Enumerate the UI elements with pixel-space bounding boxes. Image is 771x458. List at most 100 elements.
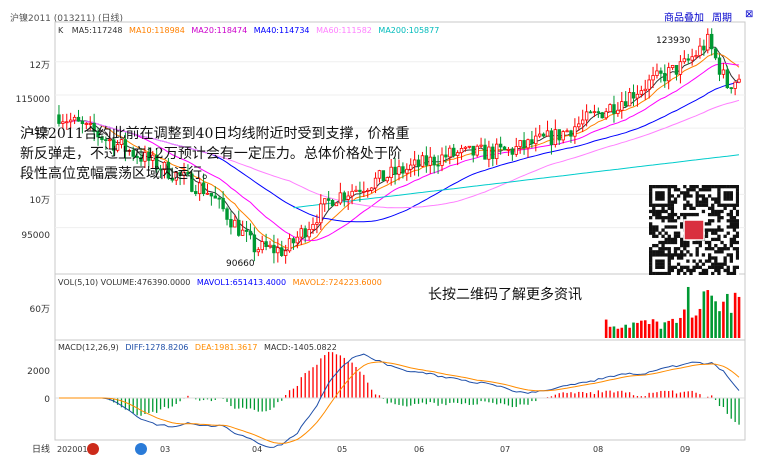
candle <box>225 208 229 220</box>
candle <box>659 70 663 74</box>
qr-module <box>680 191 684 195</box>
candle <box>581 119 585 125</box>
candle <box>57 114 61 124</box>
candle <box>455 152 460 156</box>
qr-module <box>695 200 699 204</box>
apple-icon[interactable] <box>87 443 99 455</box>
qr-module <box>689 268 693 273</box>
qr-module <box>661 271 665 276</box>
ma60-legend: MA60:111582 <box>316 26 372 35</box>
qr-module <box>661 234 665 238</box>
macd-tick: 0 <box>44 395 50 405</box>
qr-code[interactable] <box>649 185 740 276</box>
volume-bar <box>679 317 682 338</box>
qr-module <box>729 237 733 242</box>
qr-module <box>735 194 740 198</box>
qr-module <box>649 259 653 263</box>
candle <box>405 168 409 174</box>
qr-module <box>714 250 718 254</box>
volume-bar <box>733 292 737 338</box>
qr-module <box>732 219 737 223</box>
candle <box>240 229 245 236</box>
volume-bar <box>620 327 624 338</box>
qr-module <box>655 194 659 198</box>
qr-module <box>667 240 671 245</box>
e-logo-icon[interactable] <box>135 443 147 455</box>
qr-module <box>649 228 653 232</box>
qr-module <box>655 259 659 263</box>
qr-module <box>655 212 659 217</box>
qr-module <box>714 231 718 235</box>
qr-module <box>704 200 709 204</box>
commodity-overlay-link[interactable]: 商品叠加 <box>664 13 704 24</box>
qr-module <box>670 209 675 214</box>
qr-module <box>689 185 693 189</box>
qr-module <box>680 237 684 242</box>
qr-module <box>717 209 721 214</box>
candle <box>369 187 374 191</box>
candle <box>706 33 710 51</box>
x-start-label: 202001 <box>57 445 88 454</box>
candle <box>111 139 116 151</box>
volume-bar <box>710 295 713 338</box>
volume-bar <box>722 301 725 338</box>
qr-module <box>707 206 712 211</box>
qr-module <box>655 243 659 248</box>
qr-module <box>670 185 675 189</box>
period-link[interactable]: 周期 <box>712 13 732 24</box>
qr-module <box>661 262 665 266</box>
candle <box>412 159 417 166</box>
qr-module <box>683 206 687 211</box>
more-icon[interactable]: ⊠ <box>745 9 754 20</box>
qr-module <box>673 253 678 257</box>
qr-module <box>683 240 687 245</box>
candle <box>143 152 147 162</box>
x-month-tick: 06 <box>414 445 424 454</box>
qr-module <box>717 250 721 254</box>
qr-module <box>704 268 709 273</box>
candle <box>92 123 96 132</box>
candle <box>205 192 210 195</box>
qr-module <box>692 206 696 211</box>
qr-module <box>655 234 659 238</box>
candle <box>186 171 190 175</box>
qr-module <box>692 188 696 192</box>
qr-module <box>695 194 699 198</box>
qr-module <box>704 197 709 201</box>
candle <box>201 182 206 194</box>
candle <box>518 140 522 147</box>
qr-module <box>717 234 721 238</box>
qr-module <box>729 203 733 207</box>
qr-module <box>717 188 721 192</box>
price-tick: 95000 <box>21 231 50 241</box>
qr-module <box>735 212 740 217</box>
qr-module <box>729 209 733 214</box>
qr-module <box>695 262 699 266</box>
qr-module <box>689 188 693 192</box>
mavol2-legend: MAVOL2:724223.6000 <box>293 278 382 287</box>
dea-line <box>59 361 740 444</box>
candle <box>459 148 464 154</box>
qr-module <box>658 259 662 263</box>
qr-module <box>701 188 706 192</box>
qr-module <box>670 200 675 204</box>
qr-module <box>726 268 730 273</box>
qr-module <box>649 253 653 257</box>
candle <box>432 156 436 166</box>
candle <box>217 197 221 200</box>
qr-module <box>726 203 730 207</box>
qr-module <box>735 197 740 201</box>
qr-module <box>714 262 718 266</box>
qr-module <box>658 185 662 189</box>
candle <box>541 133 546 137</box>
candle <box>479 144 483 147</box>
volume-bar <box>714 301 717 338</box>
qr-module <box>673 231 678 235</box>
volume-bar <box>694 315 698 338</box>
qr-module <box>704 271 709 276</box>
qr-module <box>735 240 740 245</box>
high-label: 123930 <box>656 36 691 46</box>
price-tick: 12万 <box>30 61 50 71</box>
qr-module <box>695 253 699 257</box>
